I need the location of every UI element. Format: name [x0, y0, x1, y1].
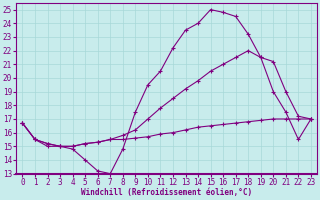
X-axis label: Windchill (Refroidissement éolien,°C): Windchill (Refroidissement éolien,°C) — [81, 188, 252, 197]
